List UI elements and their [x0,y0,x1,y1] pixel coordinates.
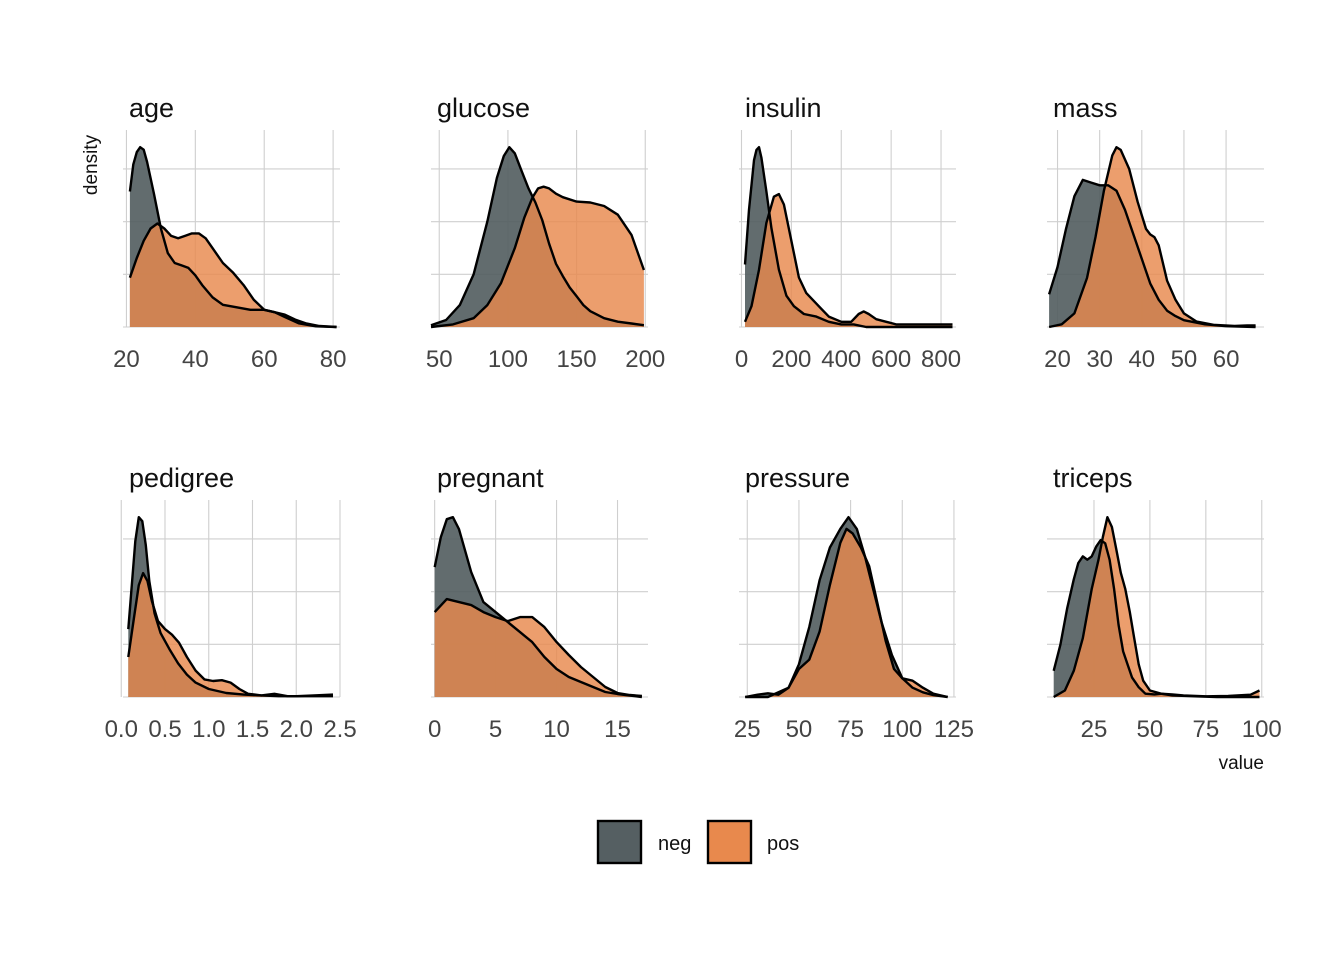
tick-label: 50 [426,346,453,373]
tick-label: 40 [1128,346,1155,373]
legend-swatch [706,819,753,865]
panel-glucose: 50 100 150 200 glucose [426,93,665,373]
tick-label: 10 [543,716,570,743]
panel-title: pregnant [437,463,544,493]
pos-density-area [745,528,948,697]
tick-label: 50 [786,716,813,743]
tick-label: 25 [1081,716,1108,743]
tick-label: 5 [489,716,502,743]
legend-label: pos [767,833,799,855]
pos-density-area [129,223,337,327]
tick-label: 800 [921,346,961,373]
tick-label: 100 [882,716,922,743]
legend-swatch [596,819,643,865]
pos-density-line [1053,516,1261,699]
panel-pregnant: 0 5 10 15 pregnant [428,463,648,743]
y-axis-label: density [81,134,102,195]
panel-title: pressure [745,463,850,493]
pos-density-line [743,192,953,326]
panel-pedigree: 0.0 0.5 1.0 1.5 2.0 2.5 pedigree [105,463,357,743]
tick-label: 30 [1086,346,1113,373]
legend: neg pos [596,819,799,865]
neg-density-line [743,146,953,329]
tick-label: 60 [251,346,278,373]
tick-label: 50 [1171,346,1198,373]
legend-label: neg [658,833,691,855]
neg-density-line [744,516,948,699]
tick-label: 40 [182,346,209,373]
tick-label: 400 [821,346,861,373]
neg-density-line [433,516,643,699]
pos-density-line [745,527,948,699]
pos-density-line [1048,146,1256,329]
panel-title: glucose [437,93,530,123]
panel-insulin: 0 200 400 600 800 insulin [735,93,961,373]
legend-item-pos: pos [706,819,799,865]
tick-label: 20 [113,346,140,373]
tick-label: 200 [771,346,811,373]
legend-item-neg: neg [596,819,691,865]
tick-label: 15 [604,716,631,743]
pos-density-line [433,597,642,698]
tick-label: 100 [1242,716,1282,743]
panel-pressure: 25 50 75 100 125 pressure [734,463,974,743]
panel-title: age [129,93,174,123]
panel-age: 20 40 60 80 age [113,93,346,373]
tick-label: 20 [1044,346,1071,373]
tick-label: 2.0 [280,716,313,743]
tick-label: 150 [557,346,597,373]
tick-label: 0 [735,346,748,373]
panel-triceps: 25 50 75 100 triceps [1047,463,1282,743]
pos-density-area [1053,517,1260,697]
pos-density-line [430,185,646,329]
panel-title: insulin [745,93,822,123]
tick-label: 200 [625,346,665,373]
neg-density-line [1047,178,1256,329]
panel-title: pedigree [129,463,234,493]
pos-density-line [128,222,337,329]
pos-density-area [431,186,644,327]
tick-label: 80 [320,346,347,373]
tick-label: 0.0 [105,716,138,743]
neg-density-line [127,516,333,698]
x-axis-label: value [1219,753,1264,774]
tick-label: 0 [428,716,441,743]
tick-label: 1.5 [236,716,269,743]
panel-title: triceps [1053,463,1133,493]
panel-title: mass [1053,93,1118,123]
tick-label: 2.5 [323,716,356,743]
tick-label: 0.5 [148,716,181,743]
pos-density-area [745,194,953,327]
neg-density-line [430,146,645,327]
tick-label: 60 [1213,346,1240,373]
tick-label: 25 [734,716,761,743]
tick-label: 125 [934,716,974,743]
tick-label: 50 [1137,716,1164,743]
tick-label: 75 [1192,716,1219,743]
tick-label: 600 [871,346,911,373]
tick-label: 1.0 [192,716,225,743]
pos-density-line [127,571,334,698]
panel-mass: 20 30 40 50 60 mass [1044,93,1264,373]
tick-label: 100 [488,346,528,373]
tick-label: 75 [837,716,864,743]
